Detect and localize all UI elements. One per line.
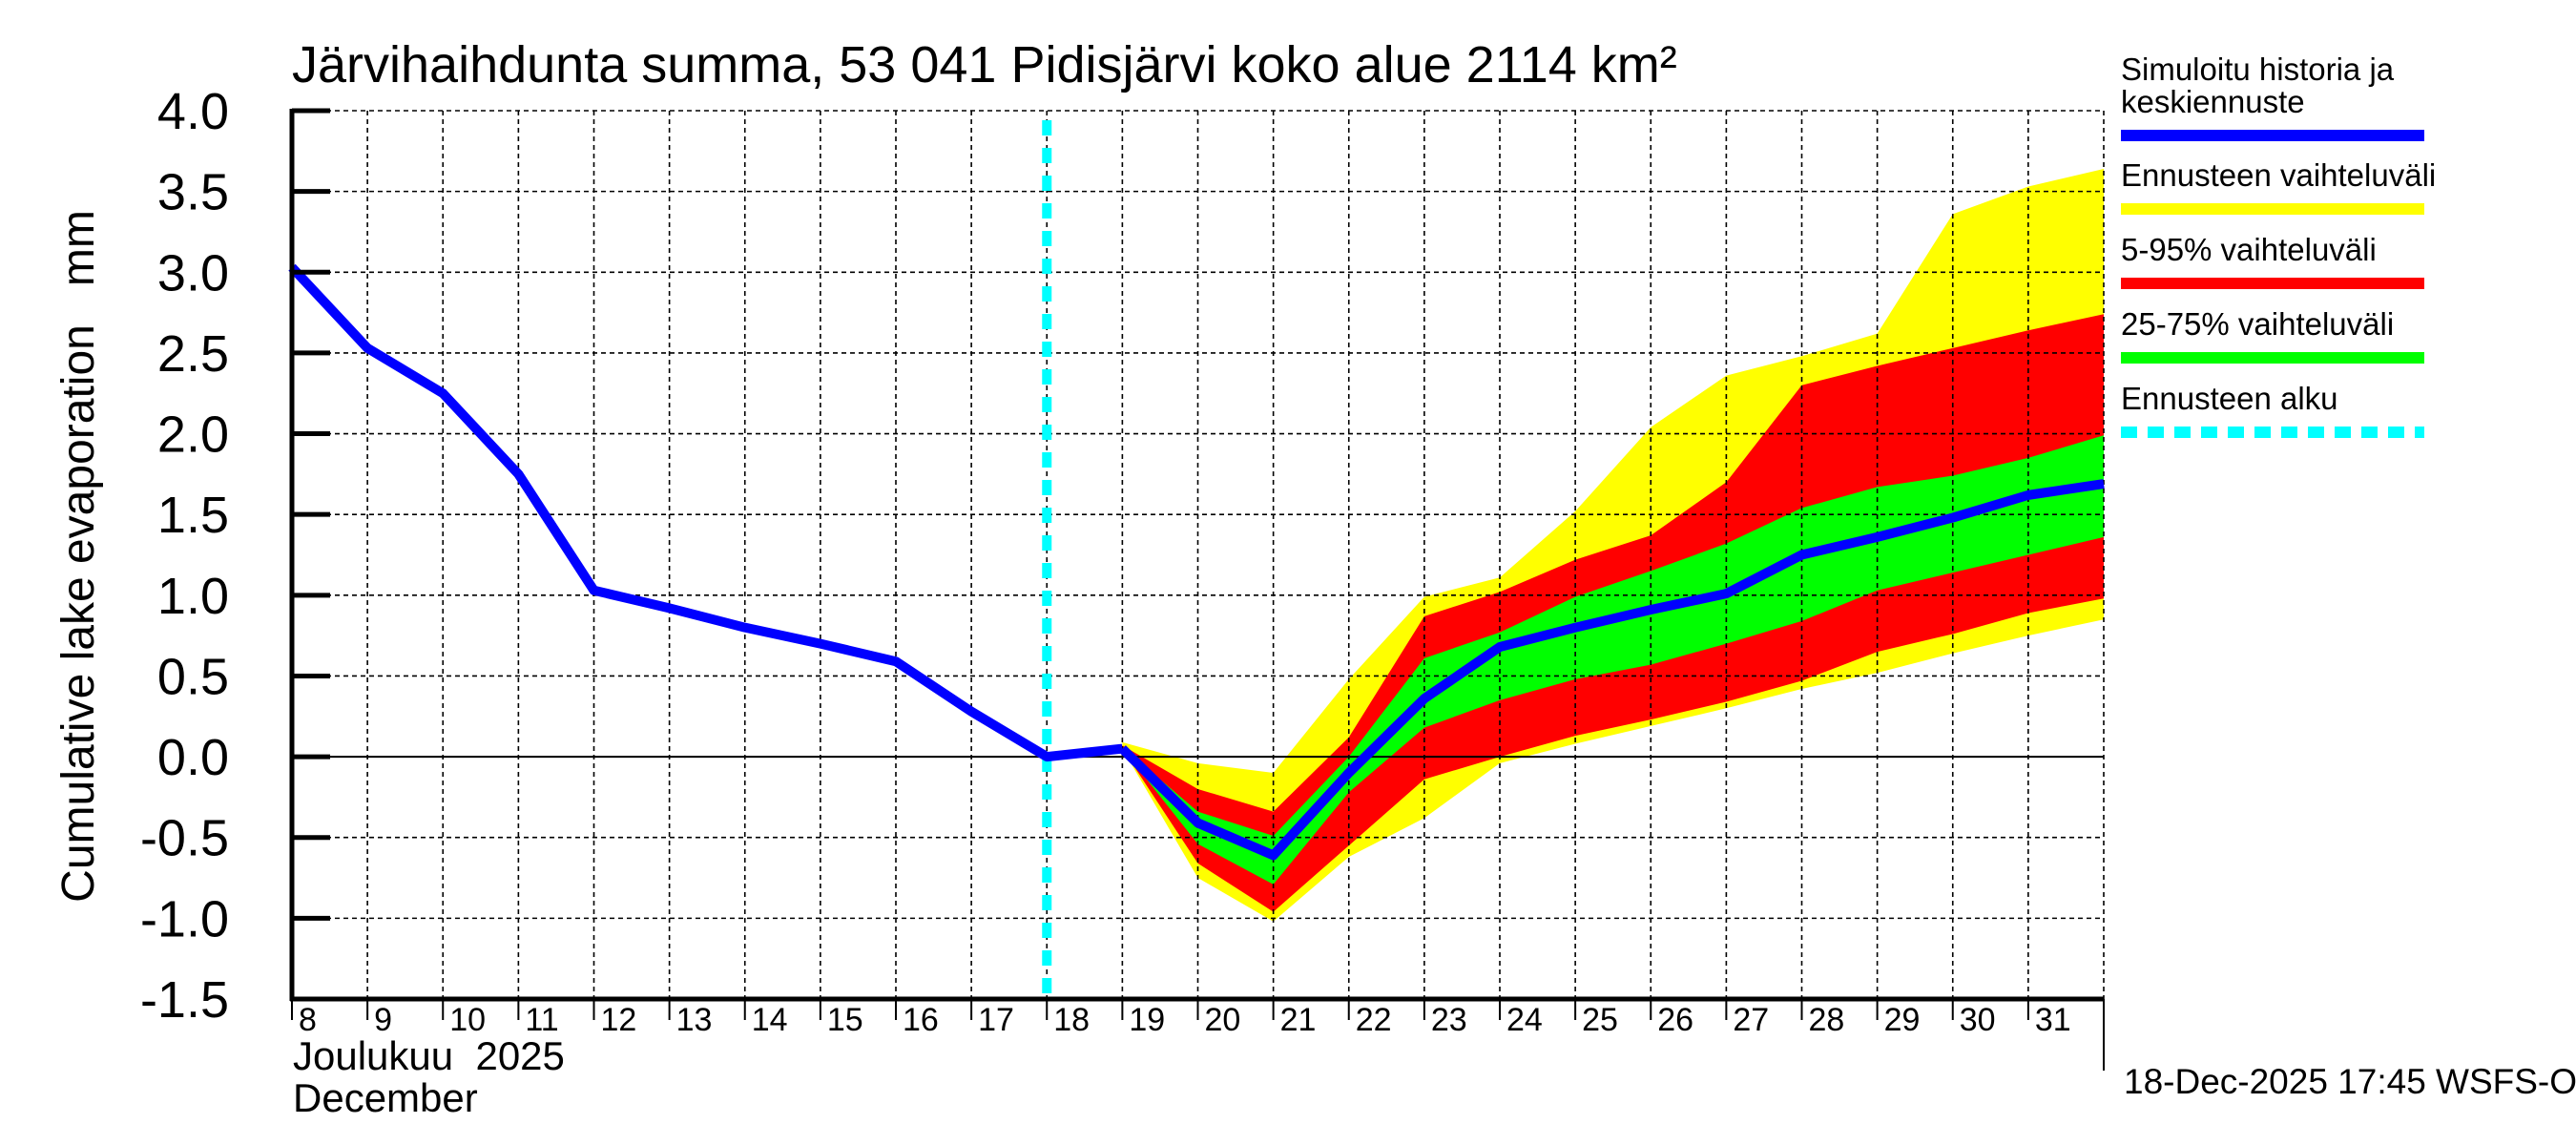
x-tick-label: 24 <box>1506 1002 1543 1038</box>
x-tick-label: 18 <box>1053 1002 1090 1038</box>
history-line <box>288 263 1123 762</box>
x-tick-label: 29 <box>1884 1002 1921 1038</box>
x-tick-label: 13 <box>676 1002 713 1038</box>
x-tick-label: 14 <box>752 1002 788 1038</box>
y-tick-label: 4.0 <box>157 83 229 140</box>
x-tick-label: 26 <box>1657 1002 1693 1038</box>
y-tick-label: -1.5 <box>140 971 229 1029</box>
legend-label: 5-95% vaihteluväli <box>2121 232 2377 267</box>
median-forecast-line <box>1118 479 2105 861</box>
x-tick-label: 19 <box>1129 1002 1165 1038</box>
y-tick-label: 0.0 <box>157 729 229 786</box>
timestamp: 18-Dec-2025 17:45 WSFS-O <box>2124 1062 2576 1101</box>
y-tick-label: 1.5 <box>157 487 229 544</box>
x-axis-month-label-en: December <box>293 1075 478 1120</box>
y-tick-label: 2.5 <box>157 325 229 383</box>
x-tick-label: 28 <box>1809 1002 1845 1038</box>
forecast-bands <box>1122 168 2104 922</box>
x-tick-label: 30 <box>1960 1002 1996 1038</box>
legend-label: Ennusteen vaihteluväli <box>2121 157 2436 193</box>
band-25-75 <box>1122 435 2104 885</box>
y-tick-label: -1.0 <box>140 890 229 947</box>
y-tick-label: 3.0 <box>157 244 229 302</box>
y-tick-label: 3.5 <box>157 164 229 221</box>
x-tick-label: 20 <box>1205 1002 1241 1038</box>
x-tick-label: 23 <box>1431 1002 1467 1038</box>
legend-item: Ennusteen vaihteluväli <box>2121 157 2436 215</box>
legend-label: Simuloitu historia ja <box>2121 52 2395 87</box>
legend-label: 25-75% vaihteluväli <box>2121 306 2394 342</box>
grid <box>292 110 2105 999</box>
y-axis-label: Cumulative lake evaporation mm <box>53 210 104 903</box>
x-tick-label: 31 <box>2035 1002 2071 1038</box>
y-tick-label: -0.5 <box>140 810 229 867</box>
x-tick-labels: 8 9 10 11 12 13 14 15 16 17 18 19 20 21 22 23 24 25 26 27 28… <box>299 1002 2071 1038</box>
x-axis-month-label: Joulukuu 2025 <box>293 1033 565 1078</box>
x-tick-label: 25 <box>1582 1002 1618 1038</box>
chart-title: Järvihaihdunta summa, 53 041 Pidisjärvi … <box>292 36 1677 94</box>
x-tick-label: 10 <box>449 1002 486 1038</box>
y-tick-label: 1.0 <box>157 568 229 625</box>
x-tick-label: 9 <box>374 1002 392 1038</box>
x-tick-label: 15 <box>827 1002 863 1038</box>
y-tick-label: 0.5 <box>157 648 229 705</box>
x-tick-label: 16 <box>903 1002 939 1038</box>
x-tick-label: 11 <box>525 1002 558 1038</box>
legend-item: Ennusteen alku <box>2121 381 2424 438</box>
legend-label: Ennusteen alku <box>2121 381 2338 416</box>
x-tick-label: 27 <box>1733 1002 1769 1038</box>
x-tick-label: 21 <box>1280 1002 1317 1038</box>
axes <box>289 108 2105 1071</box>
x-tick-label: 17 <box>978 1002 1014 1038</box>
x-tick-label: 12 <box>601 1002 637 1038</box>
series-lines <box>288 120 2105 999</box>
x-tick-label: 8 <box>299 1002 317 1038</box>
y-tick-labels: -1.5 -1.0 -0.5 0.0 0.5 1.0 1.5 2.0 2.5 3.0 3.5 4.0 <box>140 83 229 1029</box>
legend-item: 25-75% vaihteluväli <box>2121 306 2424 364</box>
legend-item: 5-95% vaihteluväli <box>2121 232 2424 289</box>
y-tick-label: 2.0 <box>157 406 229 464</box>
x-tick-label: 22 <box>1356 1002 1392 1038</box>
legend-label-line2: keskiennuste <box>2121 84 2305 119</box>
